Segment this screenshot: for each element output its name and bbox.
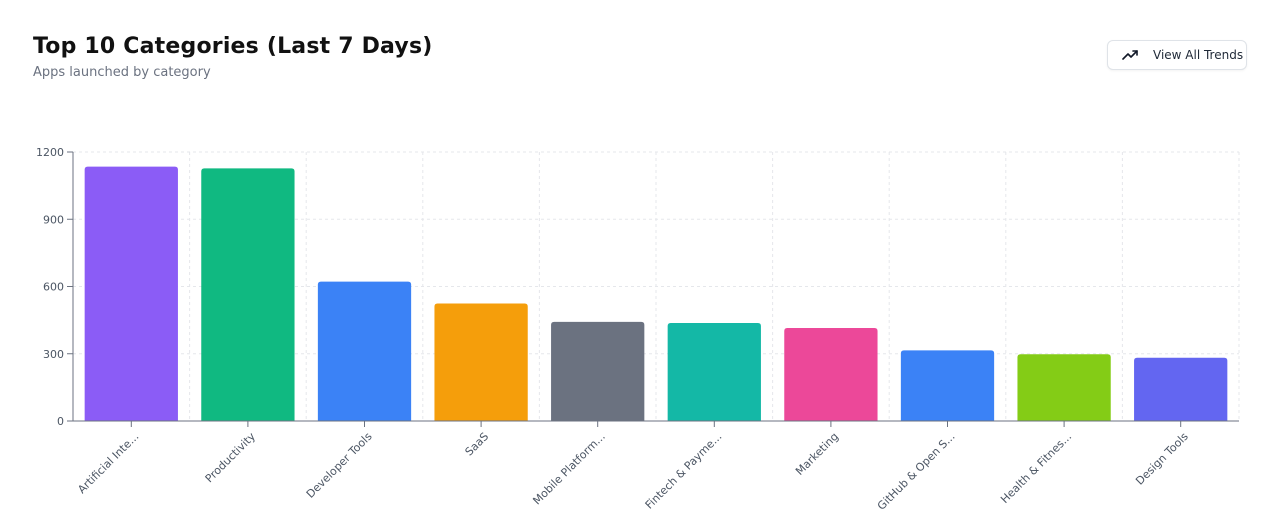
- y-tick-label: 0: [57, 415, 64, 428]
- bar[interactable]: [551, 321, 645, 421]
- chart-title: Top 10 Categories (Last 7 Days): [33, 34, 433, 59]
- bar[interactable]: [317, 281, 412, 421]
- chart-subtitle: Apps launched by category: [33, 65, 211, 80]
- x-tick-label: Mobile Platform...: [530, 430, 607, 507]
- bar[interactable]: [900, 350, 995, 421]
- trending-up-icon: [1122, 47, 1138, 63]
- x-tick-label: Design Tools: [1133, 430, 1191, 488]
- bar[interactable]: [667, 323, 761, 421]
- x-tick-label: Developer Tools: [304, 430, 375, 501]
- x-tick-label: GitHub & Open S...: [875, 430, 958, 513]
- y-tick-label: 600: [43, 281, 64, 294]
- view-all-trends-label: View All Trends: [1153, 48, 1244, 62]
- bar[interactable]: [201, 168, 295, 421]
- y-tick-label: 1200: [36, 146, 64, 159]
- x-tick-label: Productivity: [203, 430, 259, 486]
- x-tick-label: Marketing: [793, 430, 841, 478]
- x-tick-label: SaaS: [463, 430, 492, 459]
- x-tick-label: Health & Fitnes...: [998, 430, 1074, 506]
- bar[interactable]: [84, 166, 178, 421]
- y-tick-label: 300: [43, 348, 64, 361]
- bar[interactable]: [434, 303, 528, 421]
- chart-header: Top 10 Categories (Last 7 Days) Apps lau…: [33, 32, 433, 81]
- bar[interactable]: [1017, 354, 1111, 421]
- x-tick-label: Artificial Inte...: [75, 430, 141, 496]
- x-tick-label: Fintech & Payme...: [643, 430, 725, 512]
- y-tick-label: 900: [43, 213, 64, 226]
- view-all-trends-button[interactable]: View All Trends: [1107, 40, 1247, 70]
- bar[interactable]: [784, 327, 878, 421]
- bar[interactable]: [1134, 357, 1228, 421]
